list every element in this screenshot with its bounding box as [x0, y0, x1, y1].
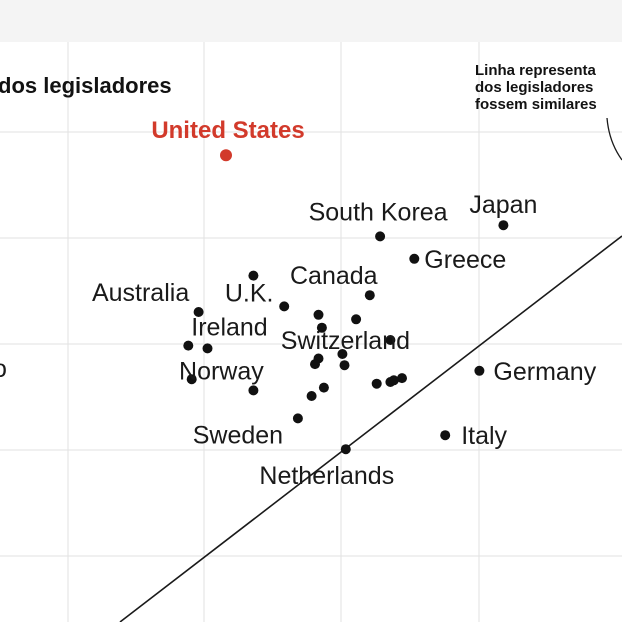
point-unlabeled-27 [371, 378, 382, 389]
label-south-korea: South Korea [309, 198, 448, 226]
label-australia: Australia [92, 279, 189, 307]
top-band [0, 0, 622, 42]
point-unlabeled-22 [339, 360, 350, 371]
label-united-states: United States [151, 117, 304, 144]
point-unlabeled-14 [248, 270, 259, 281]
annotation-leader-line [606, 117, 622, 161]
point-u-k [279, 301, 290, 312]
point-italy [440, 430, 451, 441]
point-unlabeled-21 [310, 359, 320, 370]
reference-line [119, 235, 622, 622]
chart-title: dos legisladores [0, 73, 172, 98]
point-unlabeled-23 [186, 374, 197, 385]
point-greece [409, 253, 420, 264]
point-unlabeled-29 [306, 391, 317, 401]
point-switzerland [385, 335, 396, 345]
point-ireland [202, 343, 213, 354]
label-ireland: Ireland [191, 313, 267, 341]
annotation-line-1: Linha representa [475, 62, 596, 79]
label-canada: Canada [290, 262, 378, 290]
data-points [183, 149, 509, 455]
point-unlabeled-24 [397, 373, 407, 384]
label-netherlands: Netherlands [259, 462, 394, 490]
annotation-line-2: dos legisladores [475, 79, 594, 96]
point-unlabeled-28 [318, 382, 329, 393]
point-unlabeled-26 [388, 375, 399, 386]
clipped-label-fragment: o [0, 355, 7, 383]
point-australia [193, 307, 204, 317]
label-italy: Italy [461, 422, 507, 450]
label-sweden: Sweden [193, 421, 283, 449]
point-unlabeled-16 [316, 322, 327, 333]
point-unlabeled-15 [313, 309, 324, 320]
point-unlabeled-19 [337, 349, 348, 359]
grid [0, 42, 622, 622]
point-japan [498, 220, 509, 231]
point-unlabeled-17 [351, 314, 362, 325]
label-u-k: U.K. [225, 279, 274, 307]
data-labels: United States South Korea Japan Greece Canad… [92, 117, 597, 490]
label-japan: Japan [469, 191, 537, 219]
point-unlabeled-18 [183, 340, 194, 351]
point-netherlands [340, 444, 351, 455]
point-norway [248, 385, 259, 396]
annotation-text: Linha representa dos legisladores fossem… [475, 62, 622, 113]
point-canada [364, 290, 375, 301]
label-germany: Germany [493, 358, 596, 386]
point-south-korea [375, 231, 386, 242]
point-germany [474, 365, 485, 376]
point-united-states [220, 149, 232, 162]
label-greece: Greece [424, 246, 506, 274]
annotation-line-3: fossem similares [475, 96, 597, 113]
label-switzerland: Switzerland [281, 327, 410, 355]
point-sweden [292, 413, 303, 424]
label-norway: Norway [179, 357, 264, 385]
